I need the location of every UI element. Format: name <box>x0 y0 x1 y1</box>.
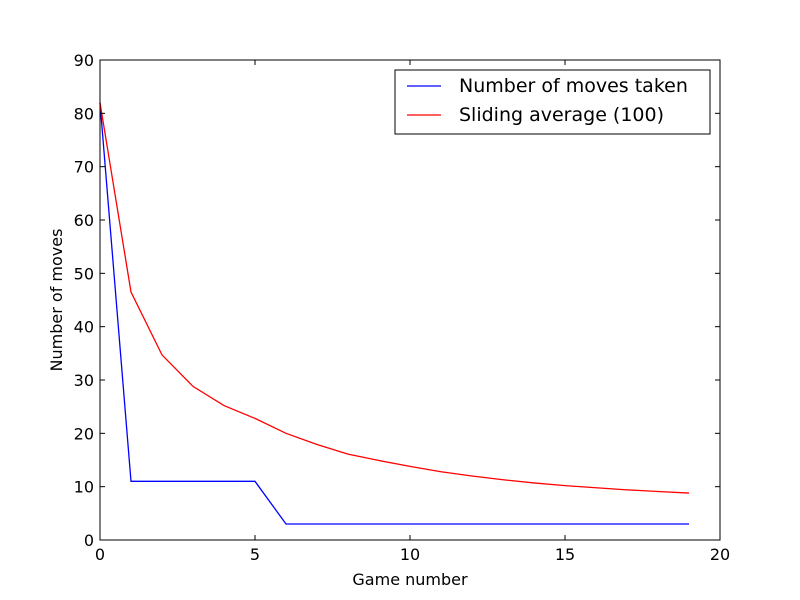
series-line-sliding-average <box>99 102 690 494</box>
legend-entry-average: Sliding average (100) <box>459 104 664 126</box>
legend-entry-moves: Number of moves taken <box>459 75 688 97</box>
x-axis-label: Game number <box>352 570 468 589</box>
x-tick-label: 10 <box>400 545 420 564</box>
x-tick-label: 15 <box>555 545 575 564</box>
y-tick-label: 90 <box>74 51 94 70</box>
legend-box <box>394 69 711 135</box>
axis-ticks: 0 5 10 15 20 0 10 20 30 40 50 60 70 80 90 <box>74 51 731 564</box>
y-axis-label: Number of moves <box>47 229 66 372</box>
y-tick-label: 60 <box>74 211 94 230</box>
x-tick-label: 5 <box>250 545 260 564</box>
y-tick-label: 20 <box>74 424 94 443</box>
series-line-moves-taken <box>99 102 689 525</box>
x-tick-label: 20 <box>710 545 730 564</box>
y-tick-label: 50 <box>74 264 94 283</box>
y-tick-label: 40 <box>74 318 94 337</box>
plot-frame <box>99 59 721 541</box>
y-tick-label: 10 <box>74 478 94 497</box>
y-tick-label: 70 <box>74 158 94 177</box>
x-tick-label: 0 <box>95 545 105 564</box>
y-tick-label: 80 <box>74 104 94 123</box>
series-group <box>99 102 690 525</box>
legend: Number of moves taken Sliding average (1… <box>394 69 711 135</box>
y-tick-label: 30 <box>74 371 94 390</box>
y-tick-label: 0 <box>84 531 94 550</box>
